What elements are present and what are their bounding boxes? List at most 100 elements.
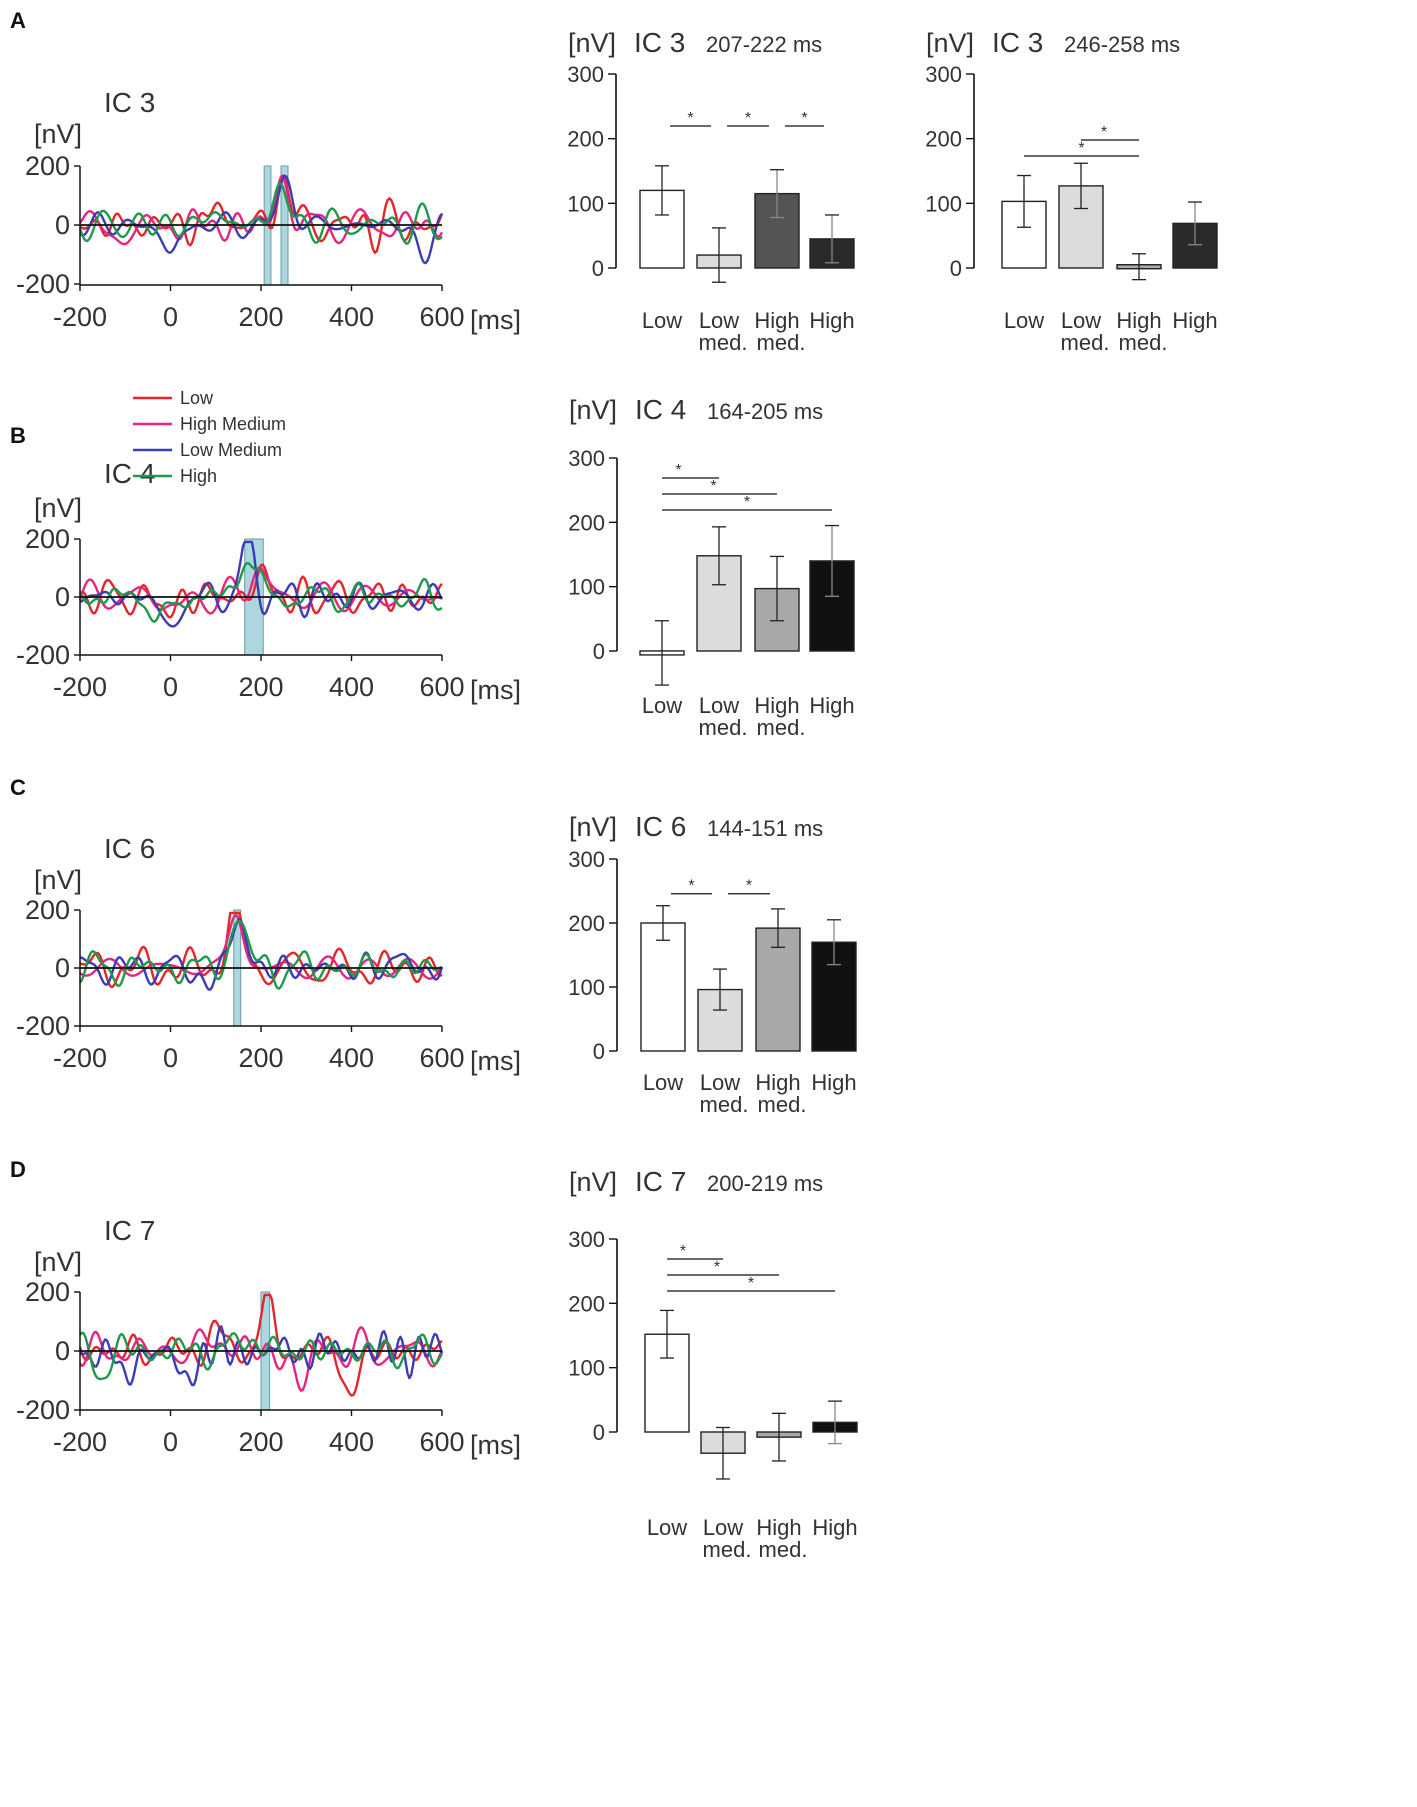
- x-tick-label: -200: [53, 1043, 107, 1073]
- y-tick-label: 0: [55, 1336, 70, 1366]
- category-label-line2: med.: [1119, 330, 1168, 355]
- bar-title: IC 3: [992, 27, 1043, 58]
- x-unit: [ms]: [470, 1046, 521, 1076]
- significance-star: *: [688, 878, 694, 895]
- waveform-title: IC 7: [104, 1215, 155, 1246]
- y-tick-label: -200: [16, 269, 70, 299]
- category-label: Low: [699, 308, 739, 333]
- bar-y-tick-label: 200: [567, 127, 604, 152]
- category-label-line2: med.: [703, 1537, 752, 1562]
- bar-y-unit: [nV]: [569, 812, 617, 842]
- bar-y-tick-label: 0: [593, 1039, 605, 1064]
- category-label-line2: med.: [759, 1537, 808, 1562]
- x-tick-label: -200: [53, 1427, 107, 1457]
- series-line-high-medium: [79, 174, 444, 246]
- y-tick-label: 0: [55, 210, 70, 240]
- category-label: High: [809, 308, 854, 333]
- bar-y-unit: [nV]: [569, 1167, 617, 1197]
- bar-window: 200-219 ms: [707, 1171, 823, 1196]
- bar-y-tick-label: 100: [568, 1356, 605, 1381]
- bar-y-tick-label: 0: [592, 256, 604, 281]
- bar: [640, 922, 686, 1052]
- series-line-low: [79, 174, 444, 254]
- category-label: Low: [647, 1515, 687, 1540]
- waveform-title: IC 3: [104, 87, 155, 118]
- bar-window: 207-222 ms: [706, 32, 822, 57]
- bar-y-tick-label: 300: [568, 847, 605, 872]
- bar-y-tick-label: 200: [568, 510, 605, 535]
- category-label: High: [754, 308, 799, 333]
- category-label: Low: [642, 308, 682, 333]
- y-tick-label: -200: [16, 1011, 70, 1041]
- category-label: High: [754, 693, 799, 718]
- bar-title: IC 7: [635, 1166, 686, 1197]
- panel-letters: A B C D: [10, 8, 26, 1182]
- significance-star: *: [687, 110, 693, 127]
- bar-y-tick-label: 300: [568, 446, 605, 471]
- series-line-high-medium: [79, 914, 443, 980]
- x-tick-label: 200: [238, 302, 283, 332]
- series-line-high: [79, 919, 443, 990]
- significance-star: *: [675, 462, 681, 479]
- bar-y-tick-label: 0: [593, 1420, 605, 1445]
- x-tick-label: -200: [53, 302, 107, 332]
- waveform-title: IC 4: [104, 458, 155, 489]
- bar-window: 164-205 ms: [707, 399, 823, 424]
- waveform-y-unit: [nV]: [34, 493, 82, 523]
- category-label: Low: [699, 693, 739, 718]
- series-line-low-medium: [79, 174, 443, 265]
- category-label-line2: med.: [699, 330, 748, 355]
- series-line-low: [80, 911, 443, 989]
- y-tick-label: 0: [55, 582, 70, 612]
- series-line-low-medium: [79, 918, 444, 991]
- bar-window: 246-258 ms: [1064, 32, 1180, 57]
- x-tick-label: 200: [238, 1043, 283, 1073]
- x-tick-label: 600: [419, 302, 464, 332]
- series-line-high: [79, 1331, 444, 1381]
- x-unit: [ms]: [470, 675, 521, 705]
- x-tick-label: 0: [163, 1043, 178, 1073]
- waveform-y-unit: [nV]: [34, 865, 82, 895]
- waveform-y-unit: [nV]: [34, 1247, 82, 1277]
- y-tick-label: 0: [55, 953, 70, 983]
- y-tick-label: -200: [16, 640, 70, 670]
- category-label-line2: med.: [1061, 330, 1110, 355]
- bar-y-tick-label: 200: [925, 127, 962, 152]
- bar-y-tick-label: 100: [568, 975, 605, 1000]
- y-tick-label: 200: [25, 524, 70, 554]
- x-tick-label: 400: [329, 672, 374, 702]
- category-label-line2: med.: [758, 1092, 807, 1117]
- category-label: High: [812, 1515, 857, 1540]
- significance-star: *: [1101, 124, 1107, 141]
- x-unit: [ms]: [470, 1430, 521, 1460]
- significance-star: *: [744, 494, 750, 511]
- bar-y-tick-label: 300: [925, 62, 962, 87]
- y-tick-label: 200: [25, 895, 70, 925]
- panel-letter-d: D: [10, 1157, 26, 1182]
- category-label: Low: [643, 1070, 683, 1095]
- panel-letter-a: A: [10, 8, 26, 33]
- bar-y-unit: [nV]: [569, 395, 617, 425]
- legend-label: High Medium: [180, 414, 286, 434]
- category-label: Low: [642, 693, 682, 718]
- y-tick-label: 200: [25, 1277, 70, 1307]
- category-label: High: [755, 1070, 800, 1095]
- bar-title: IC 4: [635, 394, 686, 425]
- category-label: High: [756, 1515, 801, 1540]
- category-label: Low: [703, 1515, 743, 1540]
- y-tick-label: -200: [16, 1395, 70, 1425]
- x-tick-label: 400: [329, 1427, 374, 1457]
- x-tick-label: 200: [238, 1427, 283, 1457]
- category-label-line2: med.: [700, 1092, 749, 1117]
- series-line-high: [79, 562, 443, 623]
